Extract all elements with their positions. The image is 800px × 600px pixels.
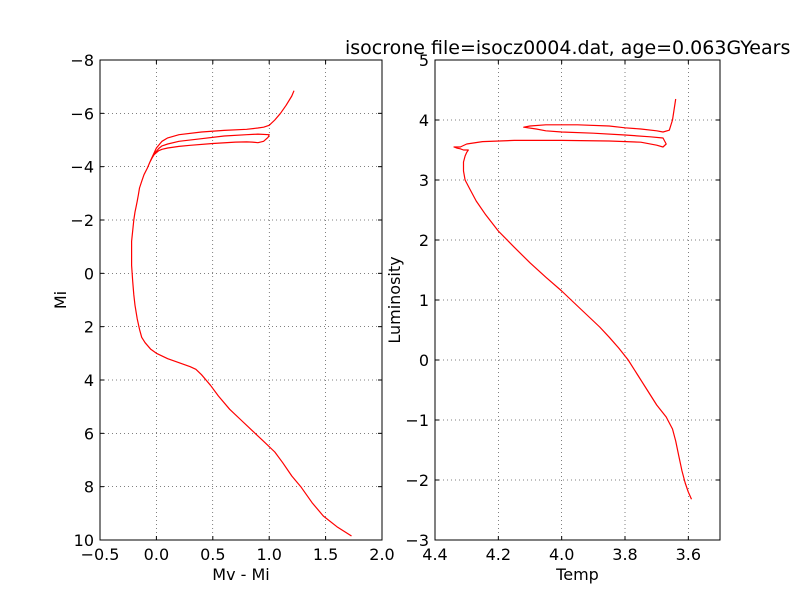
hr-x-tick-label: 3.8	[612, 545, 637, 564]
hr-y-tick-label: −3	[405, 531, 429, 550]
hr-y-axis-label: Luminosity	[385, 256, 404, 343]
cmd-y-tick-label: 4	[84, 371, 94, 390]
cmd-y-tick-label: −6	[70, 104, 94, 123]
hr-y-tick-label: 1	[419, 291, 429, 310]
hr-y-tick-label: 0	[419, 351, 429, 370]
cmd-y-tick-label: −8	[70, 51, 94, 70]
hr-series-line	[453, 98, 693, 500]
cmd-x-tick-label: −0.5	[81, 545, 120, 564]
cmd-x-tick-label: 1.5	[313, 545, 338, 564]
hr-x-tick-label: 3.6	[676, 545, 701, 564]
cmd-axes-frame	[99, 59, 383, 541]
hr-y-tick-label: 4	[419, 111, 429, 130]
cmd-y-tick-label: 10	[74, 531, 94, 550]
cmd-y-tick-label: 6	[84, 424, 94, 443]
hr-y-tick-label: −2	[405, 471, 429, 490]
cmd-y-axis-label: Mi	[51, 291, 70, 309]
hr-y-tick-label: −1	[405, 411, 429, 430]
hr-y-tick-label: 5	[419, 51, 429, 70]
left-panel-cmd: −0.5 0.0 0.5 1.0 1.5 2.0 −8 −6 −4 −2 0 2 4 6 8 10 Mv - M…	[51, 51, 395, 584]
cmd-series-line	[131, 90, 352, 537]
figure-title: isocrone file=isocz0004.dat, age=0.063GY…	[345, 37, 790, 59]
cmd-x-tick-label: 0.5	[200, 545, 225, 564]
cmd-plot-area	[100, 60, 382, 540]
hr-x-axis-label: Temp	[555, 565, 599, 584]
cmd-y-tick-label: −4	[70, 158, 94, 177]
cmd-y-tick-label: 8	[84, 478, 94, 497]
cmd-y-tick-label: 2	[84, 318, 94, 337]
hr-x-tick-label: 4.0	[549, 545, 574, 564]
hr-x-tick-label: 4.2	[486, 545, 511, 564]
hr-y-tick-label: 2	[419, 231, 429, 250]
hr-axes-frame	[434, 59, 721, 541]
cmd-y-tick-label: −2	[70, 211, 94, 230]
cmd-x-axis-label: Mv - Mi	[212, 565, 269, 584]
cmd-x-tick-label: 2.0	[369, 545, 394, 564]
cmd-x-tick-label: 1.0	[256, 545, 281, 564]
cmd-y-tick-label: 0	[84, 264, 94, 283]
cmd-x-tick-label: 0.0	[144, 545, 169, 564]
right-panel-hr: 4.4 4.2 4.0 3.8 3.6 −3 −2 −1 0 1 2 3 4 5 Temp Luminosit…	[385, 51, 721, 584]
hr-x-tick-label: 4.4	[422, 545, 447, 564]
hr-y-tick-label: 3	[419, 171, 429, 190]
